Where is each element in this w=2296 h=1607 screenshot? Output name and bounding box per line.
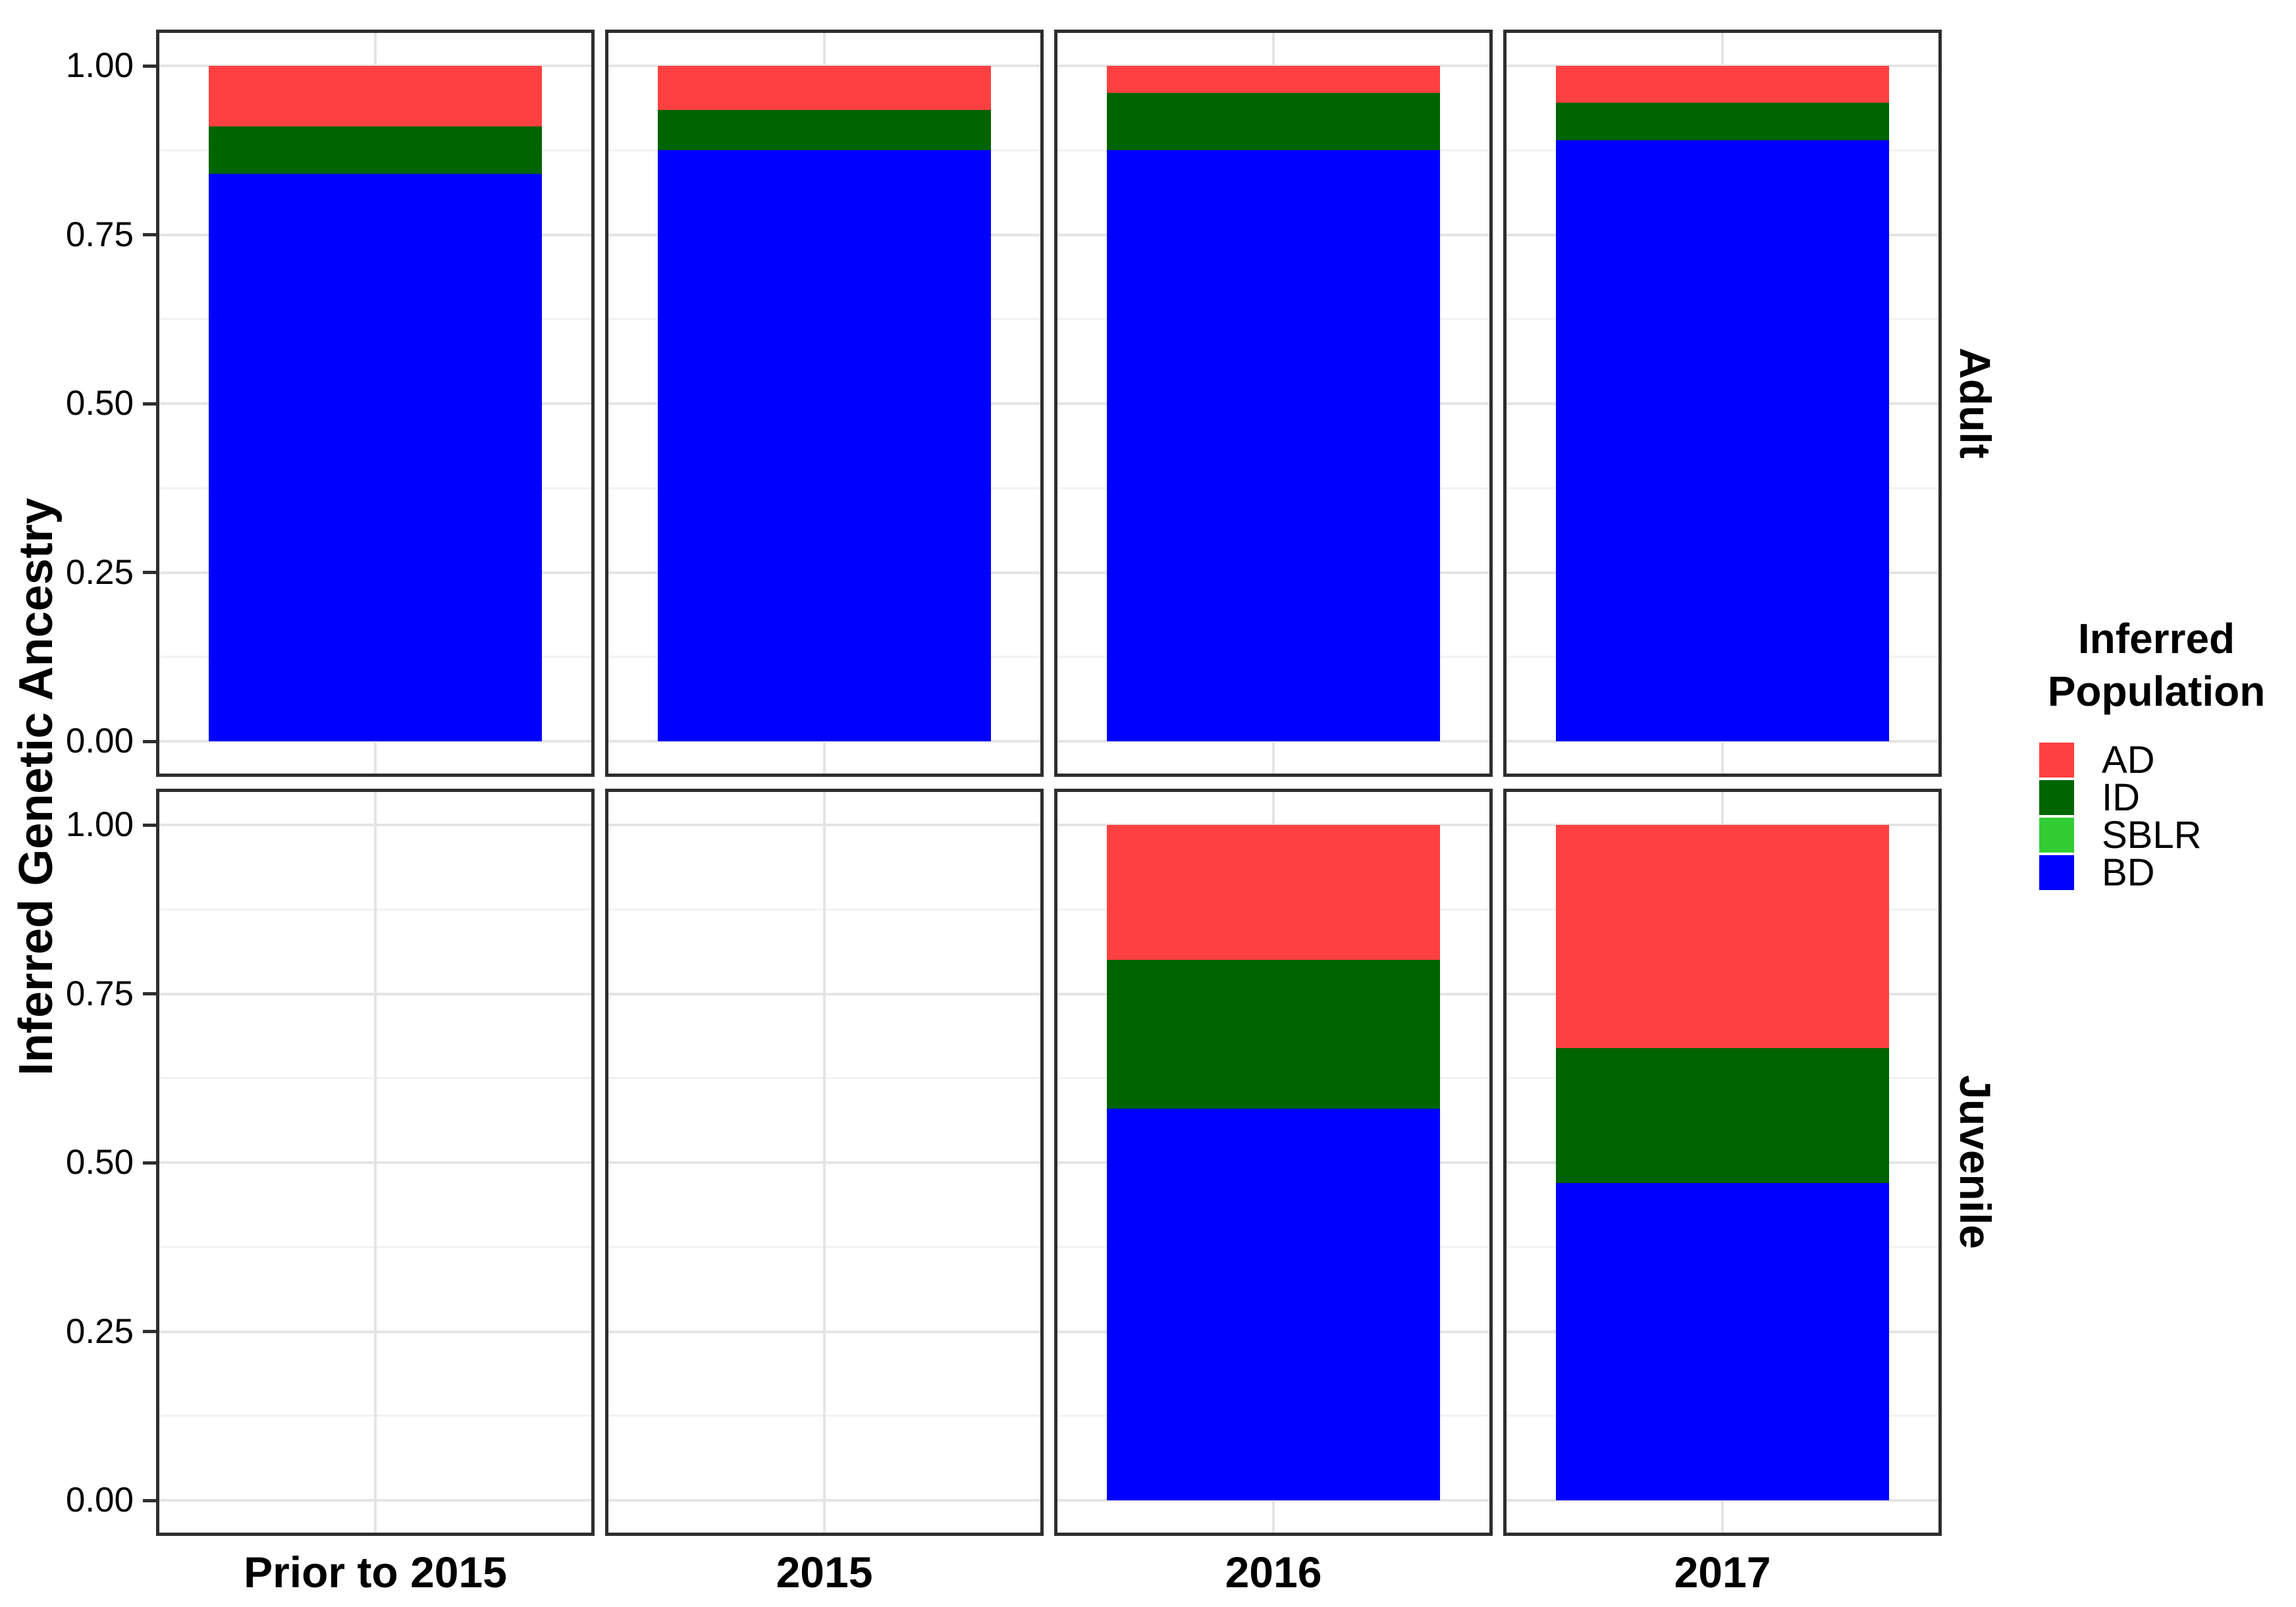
y-tick-mark [143, 823, 157, 827]
y-tick-mark [143, 402, 157, 406]
legend-item-label-id: ID [2102, 776, 2140, 819]
bar-segment-ad [1107, 825, 1440, 961]
bar-segment-bd [209, 174, 542, 741]
panel-adult-2016 [1054, 30, 1493, 777]
y-tick-mark [143, 1498, 157, 1502]
legend-swatch-sblr [2039, 818, 2074, 853]
y-tick-mark [143, 992, 157, 995]
bar-segment-bd [1556, 140, 1889, 741]
x-axis-label-prior-to-2015: Prior to 2015 [244, 1548, 507, 1596]
y-tick-label: 0.00 [65, 1481, 134, 1519]
legend-item-label-sblr: SBLR [2102, 814, 2202, 856]
bar-segment-ad [1556, 66, 1889, 103]
legend-title-line1: Inferred [2077, 615, 2235, 662]
strip-label-adult: Adult [1951, 348, 2000, 459]
bar-segment-ad [209, 66, 542, 127]
panel-juvenile-2017 [1503, 789, 1942, 1536]
panel-adult-prior-to-2015 [156, 30, 595, 777]
legend-title: Inferred Population [2028, 612, 2285, 718]
bar-segment-id [1107, 960, 1440, 1109]
y-tick-label: 1.00 [65, 805, 134, 844]
y-tick-mark [143, 739, 157, 743]
y-tick-label: 0.00 [65, 722, 134, 760]
bar-segment-ad [658, 66, 991, 110]
x-axis-label-2016: 2016 [1225, 1548, 1322, 1596]
y-tick-label: 0.25 [65, 552, 134, 592]
y-tick-label: 0.75 [65, 215, 134, 254]
y-tick-mark [143, 1330, 157, 1333]
bar-segment-bd [1107, 1108, 1440, 1500]
bar-segment-id [1556, 103, 1889, 140]
legend-swatch-bd [2039, 855, 2074, 890]
y-tick-mark [143, 1161, 157, 1165]
major-gridline-vertical [823, 792, 826, 1533]
legend-swatch-id [2039, 780, 2074, 815]
bar-segment-ad [1556, 825, 1889, 1048]
bar-segment-id [658, 109, 991, 151]
panel-juvenile-2015 [605, 789, 1044, 1536]
y-axis-title: Inferred Genetic Ancestry [10, 498, 63, 1076]
panel-juvenile-2016 [1054, 789, 1493, 1536]
legend-swatch-ad [2039, 743, 2074, 777]
major-gridline-vertical [374, 792, 377, 1533]
bar-segment-id [1107, 93, 1440, 151]
x-axis-label-2017: 2017 [1674, 1548, 1771, 1596]
y-tick-label: 0.50 [65, 384, 134, 423]
bar-segment-id [1556, 1047, 1889, 1183]
legend-item-label-bd: BD [2102, 851, 2155, 894]
y-tick-mark [143, 64, 157, 68]
bar-segment-ad [1107, 66, 1440, 93]
x-axis-label-2015: 2015 [776, 1548, 873, 1596]
panel-adult-2017 [1503, 30, 1942, 777]
bar-segment-bd [1107, 150, 1440, 741]
strip-label-juvenile: Juvenile [1951, 1075, 2000, 1250]
panel-juvenile-prior-to-2015 [156, 789, 595, 1536]
legend-title-line2: Population [2047, 668, 2266, 715]
bar-segment-id [209, 126, 542, 174]
panel-adult-2015 [605, 30, 1044, 777]
legend-item-label-ad: AD [2102, 739, 2155, 781]
y-tick-label: 1.00 [65, 46, 134, 85]
y-tick-label: 0.50 [65, 1143, 134, 1182]
bar-segment-bd [658, 150, 991, 741]
y-tick-mark [143, 233, 157, 236]
y-tick-mark [143, 571, 157, 574]
y-tick-label: 0.25 [65, 1311, 134, 1351]
y-tick-label: 0.75 [65, 974, 134, 1013]
bar-segment-bd [1556, 1182, 1889, 1500]
